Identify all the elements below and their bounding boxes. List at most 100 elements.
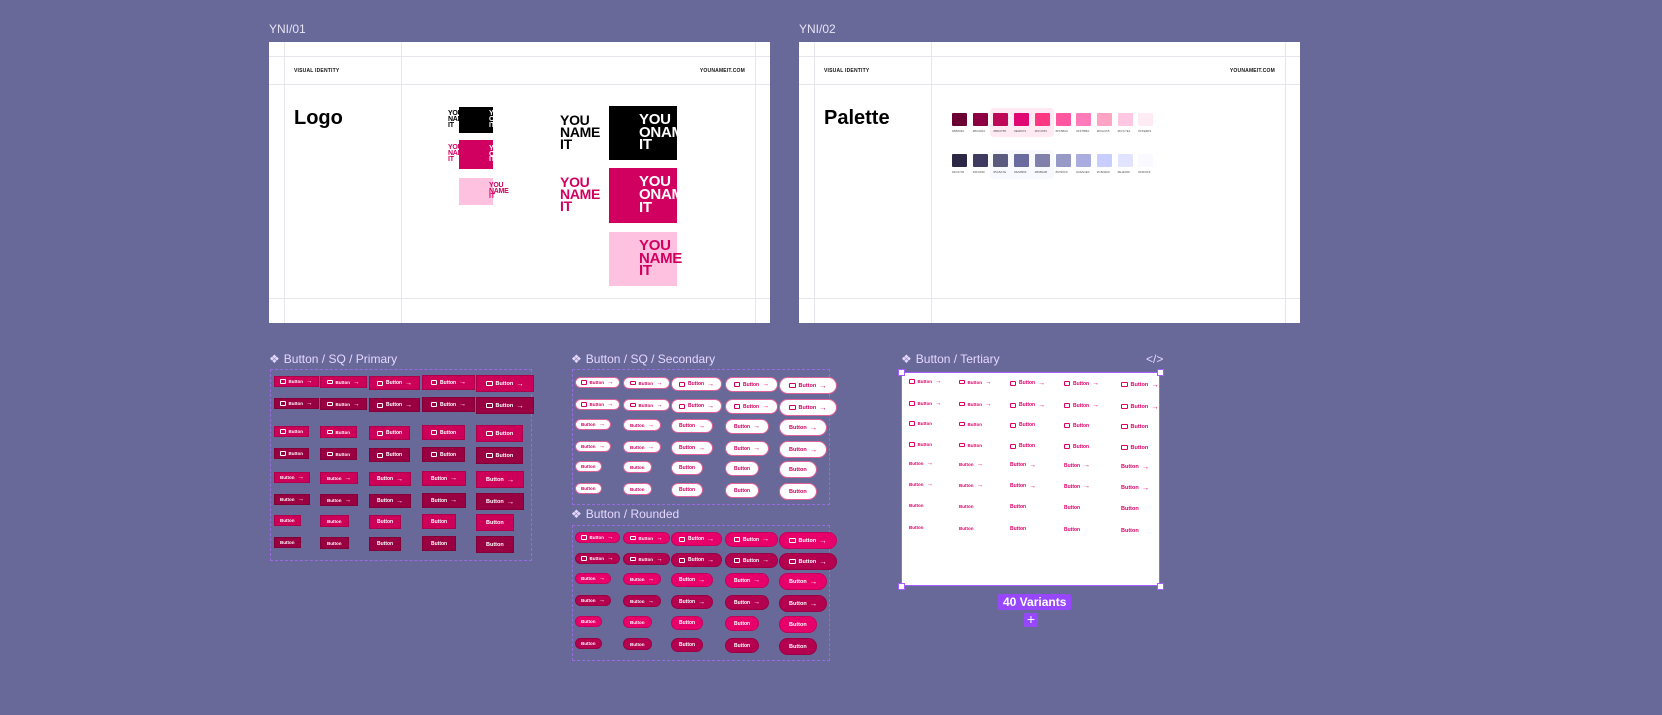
tertiary-button[interactable]: Button (1112, 439, 1157, 456)
primary-button[interactable]: Button → (320, 472, 358, 484)
tertiary-button[interactable]: Button (1003, 522, 1033, 536)
tertiary-button[interactable]: Button (1056, 418, 1097, 433)
tertiary-button[interactable]: Button → (1112, 458, 1158, 475)
color-swatch[interactable] (1076, 113, 1092, 126)
rounded-button[interactable]: Button → (671, 595, 714, 609)
primary-button[interactable]: Button → (369, 376, 421, 390)
secondary-button[interactable]: Button → (575, 377, 620, 388)
tertiary-button[interactable]: Button → (904, 376, 947, 387)
rounded-button[interactable]: Button → (575, 573, 611, 584)
tertiary-button[interactable]: Button (1003, 418, 1042, 432)
secondary-button[interactable]: Button (575, 483, 602, 494)
primary-button[interactable]: Button (422, 514, 457, 529)
frame-label-yni02[interactable]: YNI/02 (799, 22, 836, 36)
primary-button[interactable]: Button → (476, 493, 525, 510)
primary-button[interactable]: Button (274, 537, 301, 548)
color-swatch[interactable] (1014, 113, 1030, 126)
tertiary-button[interactable]: Button (1003, 439, 1042, 453)
secondary-button[interactable]: Button → (725, 441, 770, 456)
color-swatch[interactable] (1096, 113, 1112, 126)
color-swatch[interactable] (1117, 154, 1133, 167)
primary-button[interactable]: Button → (422, 375, 476, 390)
tertiary-set-selected[interactable] (901, 372, 1160, 586)
primary-button[interactable]: Button → (369, 398, 421, 412)
rounded-button[interactable]: Button → (725, 573, 770, 588)
primary-button[interactable]: Button (369, 448, 411, 462)
tertiary-button[interactable]: Button → (1112, 479, 1158, 496)
color-swatch[interactable] (972, 113, 988, 126)
tertiary-button[interactable]: Button (1112, 500, 1148, 517)
primary-button[interactable]: Button (476, 536, 514, 553)
rounded-button[interactable]: Button → (779, 553, 837, 570)
secondary-button[interactable]: Button (725, 461, 760, 476)
secondary-button[interactable]: Button (671, 461, 704, 475)
primary-button[interactable]: Button (274, 426, 309, 437)
secondary-button[interactable]: Button → (623, 377, 670, 389)
primary-button[interactable]: Button → (274, 376, 319, 387)
color-swatch[interactable] (1117, 113, 1133, 126)
secondary-button[interactable]: Button → (779, 419, 828, 436)
rounded-button[interactable]: Button → (725, 532, 779, 547)
secondary-button[interactable]: Button (671, 483, 704, 497)
color-swatch[interactable] (1055, 154, 1071, 167)
tertiary-button[interactable]: Button (1112, 418, 1157, 435)
rounded-button[interactable]: Button → (671, 532, 723, 546)
rounded-button[interactable]: Button → (671, 573, 714, 587)
add-variant-icon[interactable]: + (1024, 612, 1038, 627)
secondary-button[interactable]: Button → (575, 441, 611, 452)
secondary-button[interactable]: Button → (671, 399, 723, 413)
tertiary-button[interactable]: Button (1003, 500, 1033, 514)
primary-button[interactable]: Button → (369, 472, 412, 486)
rounded-button[interactable]: Button → (575, 532, 620, 543)
color-swatch[interactable] (952, 113, 967, 126)
color-swatch[interactable] (1076, 154, 1092, 167)
tertiary-button[interactable]: Button (1056, 522, 1088, 537)
secondary-button[interactable]: Button → (725, 377, 779, 392)
primary-button[interactable]: Button (320, 537, 349, 549)
rounded-button[interactable]: Button (623, 638, 652, 650)
rounded-button[interactable]: Button → (779, 573, 828, 590)
color-swatch[interactable] (1055, 113, 1071, 126)
resize-handle[interactable] (1157, 369, 1164, 376)
tertiary-button[interactable]: Button → (953, 458, 989, 470)
secondary-button[interactable]: Button → (575, 399, 620, 410)
tertiary-button[interactable]: Button → (904, 479, 938, 490)
primary-button[interactable]: Button (274, 515, 301, 526)
color-swatch[interactable] (1034, 113, 1050, 126)
rounded-button[interactable]: Button (575, 638, 602, 649)
secondary-button[interactable]: Button → (779, 399, 837, 416)
frame-palette[interactable]: VISUAL IDENTITY YOUNAMEIT.COM Palette #6… (799, 42, 1300, 323)
color-swatch[interactable] (993, 154, 1009, 167)
tertiary-button[interactable]: Button (904, 500, 929, 511)
secondary-button[interactable]: Button (575, 461, 602, 472)
rounded-button[interactable]: Button → (779, 595, 828, 612)
primary-button[interactable]: Button → (274, 494, 310, 505)
secondary-button[interactable]: Button (779, 461, 817, 478)
rounded-button[interactable]: Button → (575, 595, 611, 606)
primary-button[interactable]: Button (422, 425, 466, 440)
frame-logo[interactable]: VISUAL IDENTITY YOUNAMEIT.COM Logo YOU NA… (269, 42, 770, 323)
rounded-button[interactable]: Button → (671, 553, 723, 567)
component-set-secondary[interactable]: ❖ Button / SQ / Secondary (571, 352, 715, 366)
primary-button[interactable]: Button (476, 514, 514, 531)
color-swatch[interactable] (972, 154, 988, 167)
secondary-button[interactable]: Button (623, 461, 652, 473)
primary-button[interactable]: Button → (320, 376, 367, 388)
rounded-button[interactable]: Button (671, 638, 704, 652)
color-swatch[interactable] (1138, 154, 1154, 167)
secondary-button[interactable]: Button → (623, 419, 661, 431)
variants-badge[interactable]: 40 Variants (998, 594, 1072, 610)
rounded-button[interactable]: Button (779, 616, 817, 633)
primary-button[interactable]: Button (274, 448, 309, 459)
color-swatch[interactable] (1014, 154, 1030, 167)
rounded-button[interactable]: Button (575, 616, 602, 627)
primary-button[interactable]: Button (476, 425, 524, 442)
secondary-button[interactable]: Button → (623, 399, 670, 411)
tertiary-button[interactable]: Button → (904, 458, 938, 469)
tertiary-button[interactable]: Button → (1056, 398, 1107, 413)
secondary-button[interactable]: Button (779, 483, 817, 500)
primary-button[interactable]: Button → (422, 471, 467, 486)
secondary-button[interactable]: Button → (779, 377, 837, 394)
primary-button[interactable]: Button (369, 537, 402, 551)
primary-button[interactable]: Button → (274, 472, 310, 483)
